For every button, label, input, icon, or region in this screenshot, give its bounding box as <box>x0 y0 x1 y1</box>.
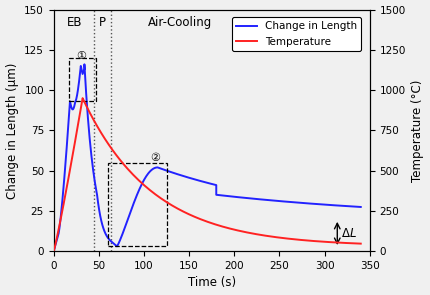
Text: ①: ① <box>76 51 86 61</box>
Y-axis label: Temperature (°C): Temperature (°C) <box>412 79 424 181</box>
Bar <box>69 58 96 101</box>
Text: $\Delta L$: $\Delta L$ <box>341 227 357 240</box>
X-axis label: Time (s): Time (s) <box>187 276 236 289</box>
Text: Air-Cooling: Air-Cooling <box>148 16 212 29</box>
Legend: Change in Length, Temperature: Change in Length, Temperature <box>232 17 362 51</box>
Bar <box>108 163 166 246</box>
Text: P: P <box>99 16 106 29</box>
Text: ②: ② <box>150 153 160 163</box>
Y-axis label: Change in Length (μm): Change in Length (μm) <box>6 62 18 199</box>
Text: EB: EB <box>67 16 82 29</box>
